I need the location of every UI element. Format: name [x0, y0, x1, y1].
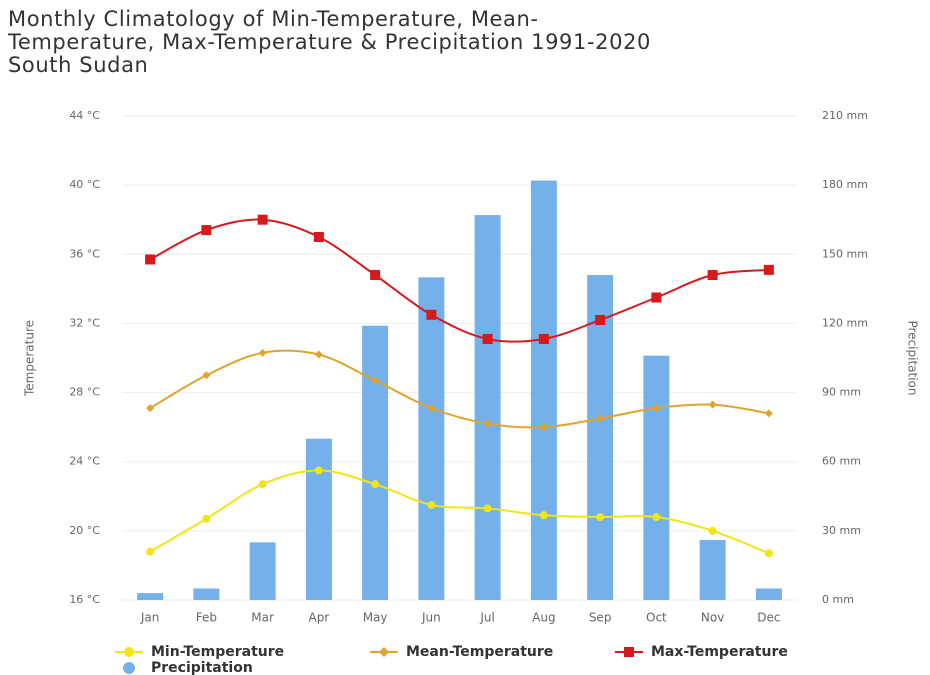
- y2-axis-title: Precipitation: [906, 320, 920, 395]
- bar: [305, 438, 332, 600]
- marker: [596, 414, 605, 423]
- x-tick-label: Mar: [251, 611, 274, 625]
- y2-tick-label: 0 mm: [822, 593, 854, 606]
- marker: [202, 371, 211, 380]
- line: [149, 469, 770, 555]
- marker: [145, 254, 156, 265]
- y2-tick-label: 30 mm: [822, 524, 861, 537]
- marker: [482, 333, 493, 344]
- marker: [427, 404, 436, 413]
- legend-label: Precipitation: [151, 660, 253, 675]
- y-tick-label: 40 °C: [69, 178, 100, 191]
- marker: [371, 376, 380, 385]
- marker: [708, 526, 717, 535]
- marker: [708, 400, 717, 409]
- legend-label: Min-Temperature: [151, 644, 284, 660]
- marker: [651, 292, 662, 303]
- y2-tick-label: 90 mm: [822, 386, 861, 399]
- marker: [763, 264, 774, 275]
- marker: [427, 500, 436, 509]
- bar: [249, 542, 276, 600]
- bar: [418, 277, 445, 600]
- y2-tick-label: 210 mm: [822, 109, 868, 122]
- x-tick-label: Apr: [308, 611, 329, 625]
- marker: [371, 480, 380, 489]
- marker: [258, 348, 267, 357]
- x-tick-label: Jul: [479, 611, 494, 625]
- y-tick-label: 16 °C: [69, 593, 100, 606]
- y-tick-label: 28 °C: [69, 386, 100, 399]
- marker: [426, 309, 437, 320]
- bar: [699, 540, 726, 600]
- chart-title: Temperature, Max-Temperature & Precipita…: [7, 30, 651, 54]
- x-tick-label: May: [363, 611, 388, 625]
- x-tick-label: Aug: [532, 611, 555, 625]
- line: [149, 349, 770, 429]
- marker: [123, 662, 135, 674]
- legend-label: Mean-Temperature: [406, 644, 553, 660]
- marker: [652, 513, 661, 522]
- y-tick-label: 24 °C: [69, 455, 100, 468]
- x-tick-label: Oct: [646, 611, 667, 625]
- marker: [201, 225, 212, 236]
- marker: [313, 232, 324, 242]
- x-tick-label: Dec: [757, 611, 780, 625]
- y-tick-label: 36 °C: [69, 247, 100, 260]
- marker: [124, 647, 134, 657]
- marker: [483, 419, 492, 428]
- y-axis-title: Temperature: [23, 320, 37, 397]
- bar: [587, 275, 614, 600]
- marker: [652, 404, 661, 413]
- marker: [314, 466, 323, 475]
- marker: [764, 409, 773, 418]
- x-tick-label: Jun: [421, 611, 441, 625]
- y2-tick-label: 120 mm: [822, 316, 868, 329]
- y-tick-label: 32 °C: [69, 316, 100, 329]
- bar: [474, 215, 501, 600]
- marker: [538, 333, 549, 344]
- bar: [137, 593, 164, 600]
- marker: [370, 270, 381, 281]
- marker: [257, 214, 268, 225]
- marker: [146, 547, 155, 556]
- marker: [596, 513, 605, 522]
- x-tick-label: Feb: [196, 611, 217, 625]
- marker: [764, 549, 773, 558]
- x-tick-label: Jan: [140, 611, 160, 625]
- bar: [362, 325, 389, 600]
- marker: [539, 423, 548, 432]
- marker: [483, 504, 492, 513]
- bar: [755, 588, 782, 600]
- y2-tick-label: 60 mm: [822, 455, 861, 468]
- y-tick-label: 20 °C: [69, 524, 100, 537]
- bar: [643, 355, 670, 600]
- y2-tick-label: 150 mm: [822, 247, 868, 260]
- y2-tick-label: 180 mm: [822, 178, 868, 191]
- marker: [539, 511, 548, 520]
- marker: [379, 647, 389, 657]
- x-tick-label: Sep: [589, 611, 612, 625]
- bar: [530, 180, 557, 601]
- marker: [624, 647, 634, 657]
- marker: [202, 514, 211, 523]
- x-tick-label: Nov: [701, 611, 724, 625]
- chart-title: Monthly Climatology of Min-Temperature, …: [8, 7, 539, 31]
- marker: [595, 314, 606, 325]
- bar: [193, 588, 220, 600]
- marker: [258, 480, 267, 489]
- marker: [707, 270, 718, 281]
- y-tick-label: 44 °C: [69, 109, 100, 122]
- legend-label: Max-Temperature: [651, 644, 788, 660]
- marker: [314, 350, 323, 359]
- chart-title: South Sudan: [8, 53, 148, 77]
- marker: [146, 404, 155, 413]
